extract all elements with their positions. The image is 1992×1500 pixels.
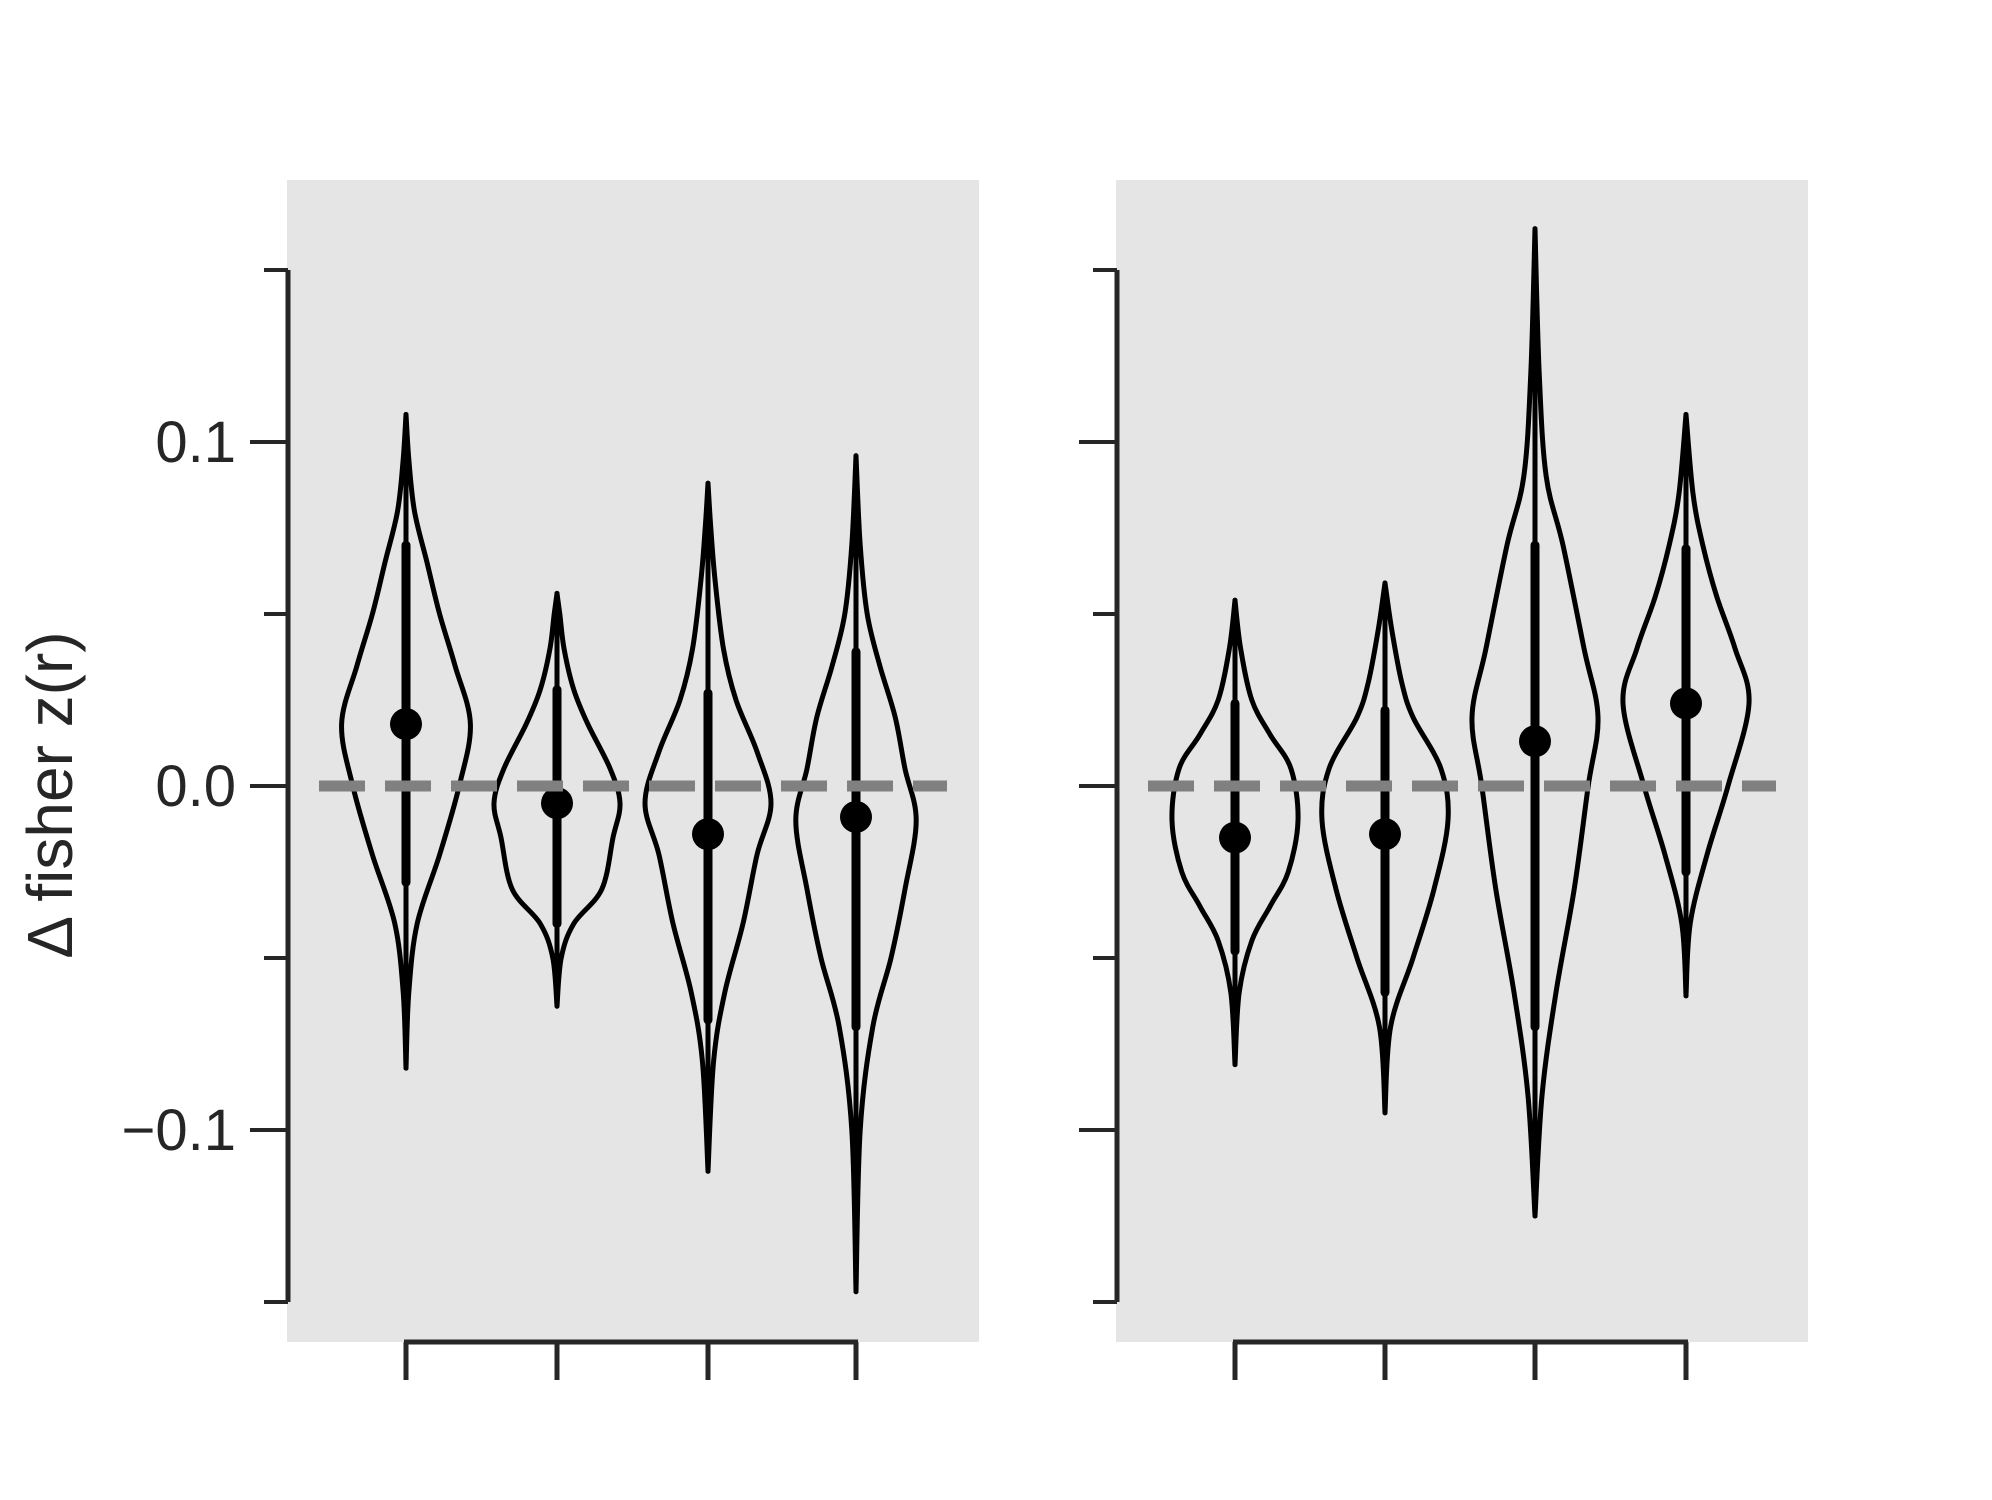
y-axis-title: Δ fisher z(r) bbox=[14, 631, 86, 958]
panel-2 bbox=[1079, 180, 1808, 1380]
mean-point bbox=[1670, 687, 1702, 720]
panel-background bbox=[287, 180, 979, 1342]
mean-point bbox=[840, 800, 872, 833]
panel-background bbox=[1116, 180, 1808, 1342]
violin-4 bbox=[793, 453, 919, 1295]
panel-1: −0.1 0.0 0.1 bbox=[122, 180, 979, 1380]
mean-point bbox=[1369, 818, 1401, 851]
mean-point bbox=[692, 818, 724, 851]
mean-point bbox=[1519, 725, 1551, 758]
y-tick-label: 0.1 bbox=[155, 410, 236, 475]
violin-2 bbox=[491, 590, 623, 1009]
violin-2 bbox=[1319, 580, 1451, 1116]
violin-1 bbox=[1169, 597, 1301, 1068]
mean-point bbox=[541, 787, 573, 820]
mean-point bbox=[390, 708, 422, 741]
y-tick-label: −0.1 bbox=[122, 1098, 237, 1163]
violin-3 bbox=[642, 480, 774, 1174]
violin-3 bbox=[1469, 226, 1601, 1219]
violin-1 bbox=[339, 411, 473, 1071]
y-tick-label: 0.0 bbox=[155, 754, 236, 819]
mean-point bbox=[1219, 821, 1251, 854]
